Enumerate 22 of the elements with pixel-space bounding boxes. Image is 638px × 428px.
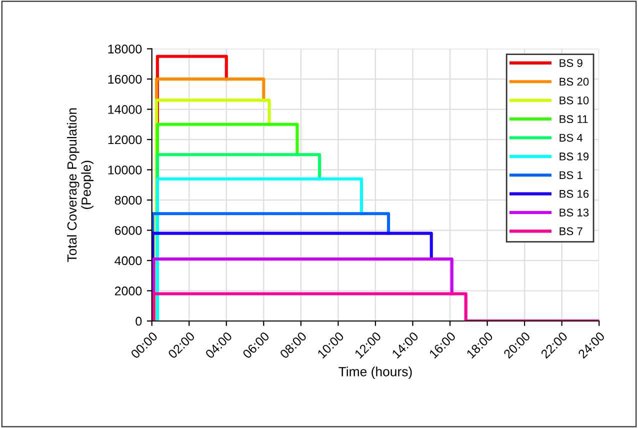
y-tick-label: 6000 xyxy=(114,226,142,235)
y-tick-label: 18000 xyxy=(108,44,142,54)
y-tick-label: 16000 xyxy=(108,74,142,84)
y-tick-label: 0 xyxy=(136,316,142,326)
legend-label: BS 7 xyxy=(560,227,582,236)
legend-label: BS 13 xyxy=(560,208,589,216)
y-tick-label: 10000 xyxy=(108,166,142,174)
y-tick-label: 4000 xyxy=(114,256,142,266)
x-axis-title: Time (hours) xyxy=(338,366,412,379)
legend-label: BS 19 xyxy=(560,152,589,160)
legend-label: BS 9 xyxy=(560,59,582,67)
legend-label: BS 4 xyxy=(560,134,583,142)
legend-label: BS 1 xyxy=(560,171,582,180)
legend-label: BS 20 xyxy=(560,78,589,86)
legend-label: BS 16 xyxy=(560,190,589,198)
y-axis-title: Total Coverage Population (People) xyxy=(66,108,94,262)
y-tick-label: 2000 xyxy=(114,286,142,296)
y-tick-label: 8000 xyxy=(114,196,142,205)
y-tick-label: 12000 xyxy=(108,135,142,144)
y-tick-label: 14000 xyxy=(108,105,142,114)
legend-label: BS 10 xyxy=(560,96,589,104)
legend-label: BS 11 xyxy=(560,115,588,124)
